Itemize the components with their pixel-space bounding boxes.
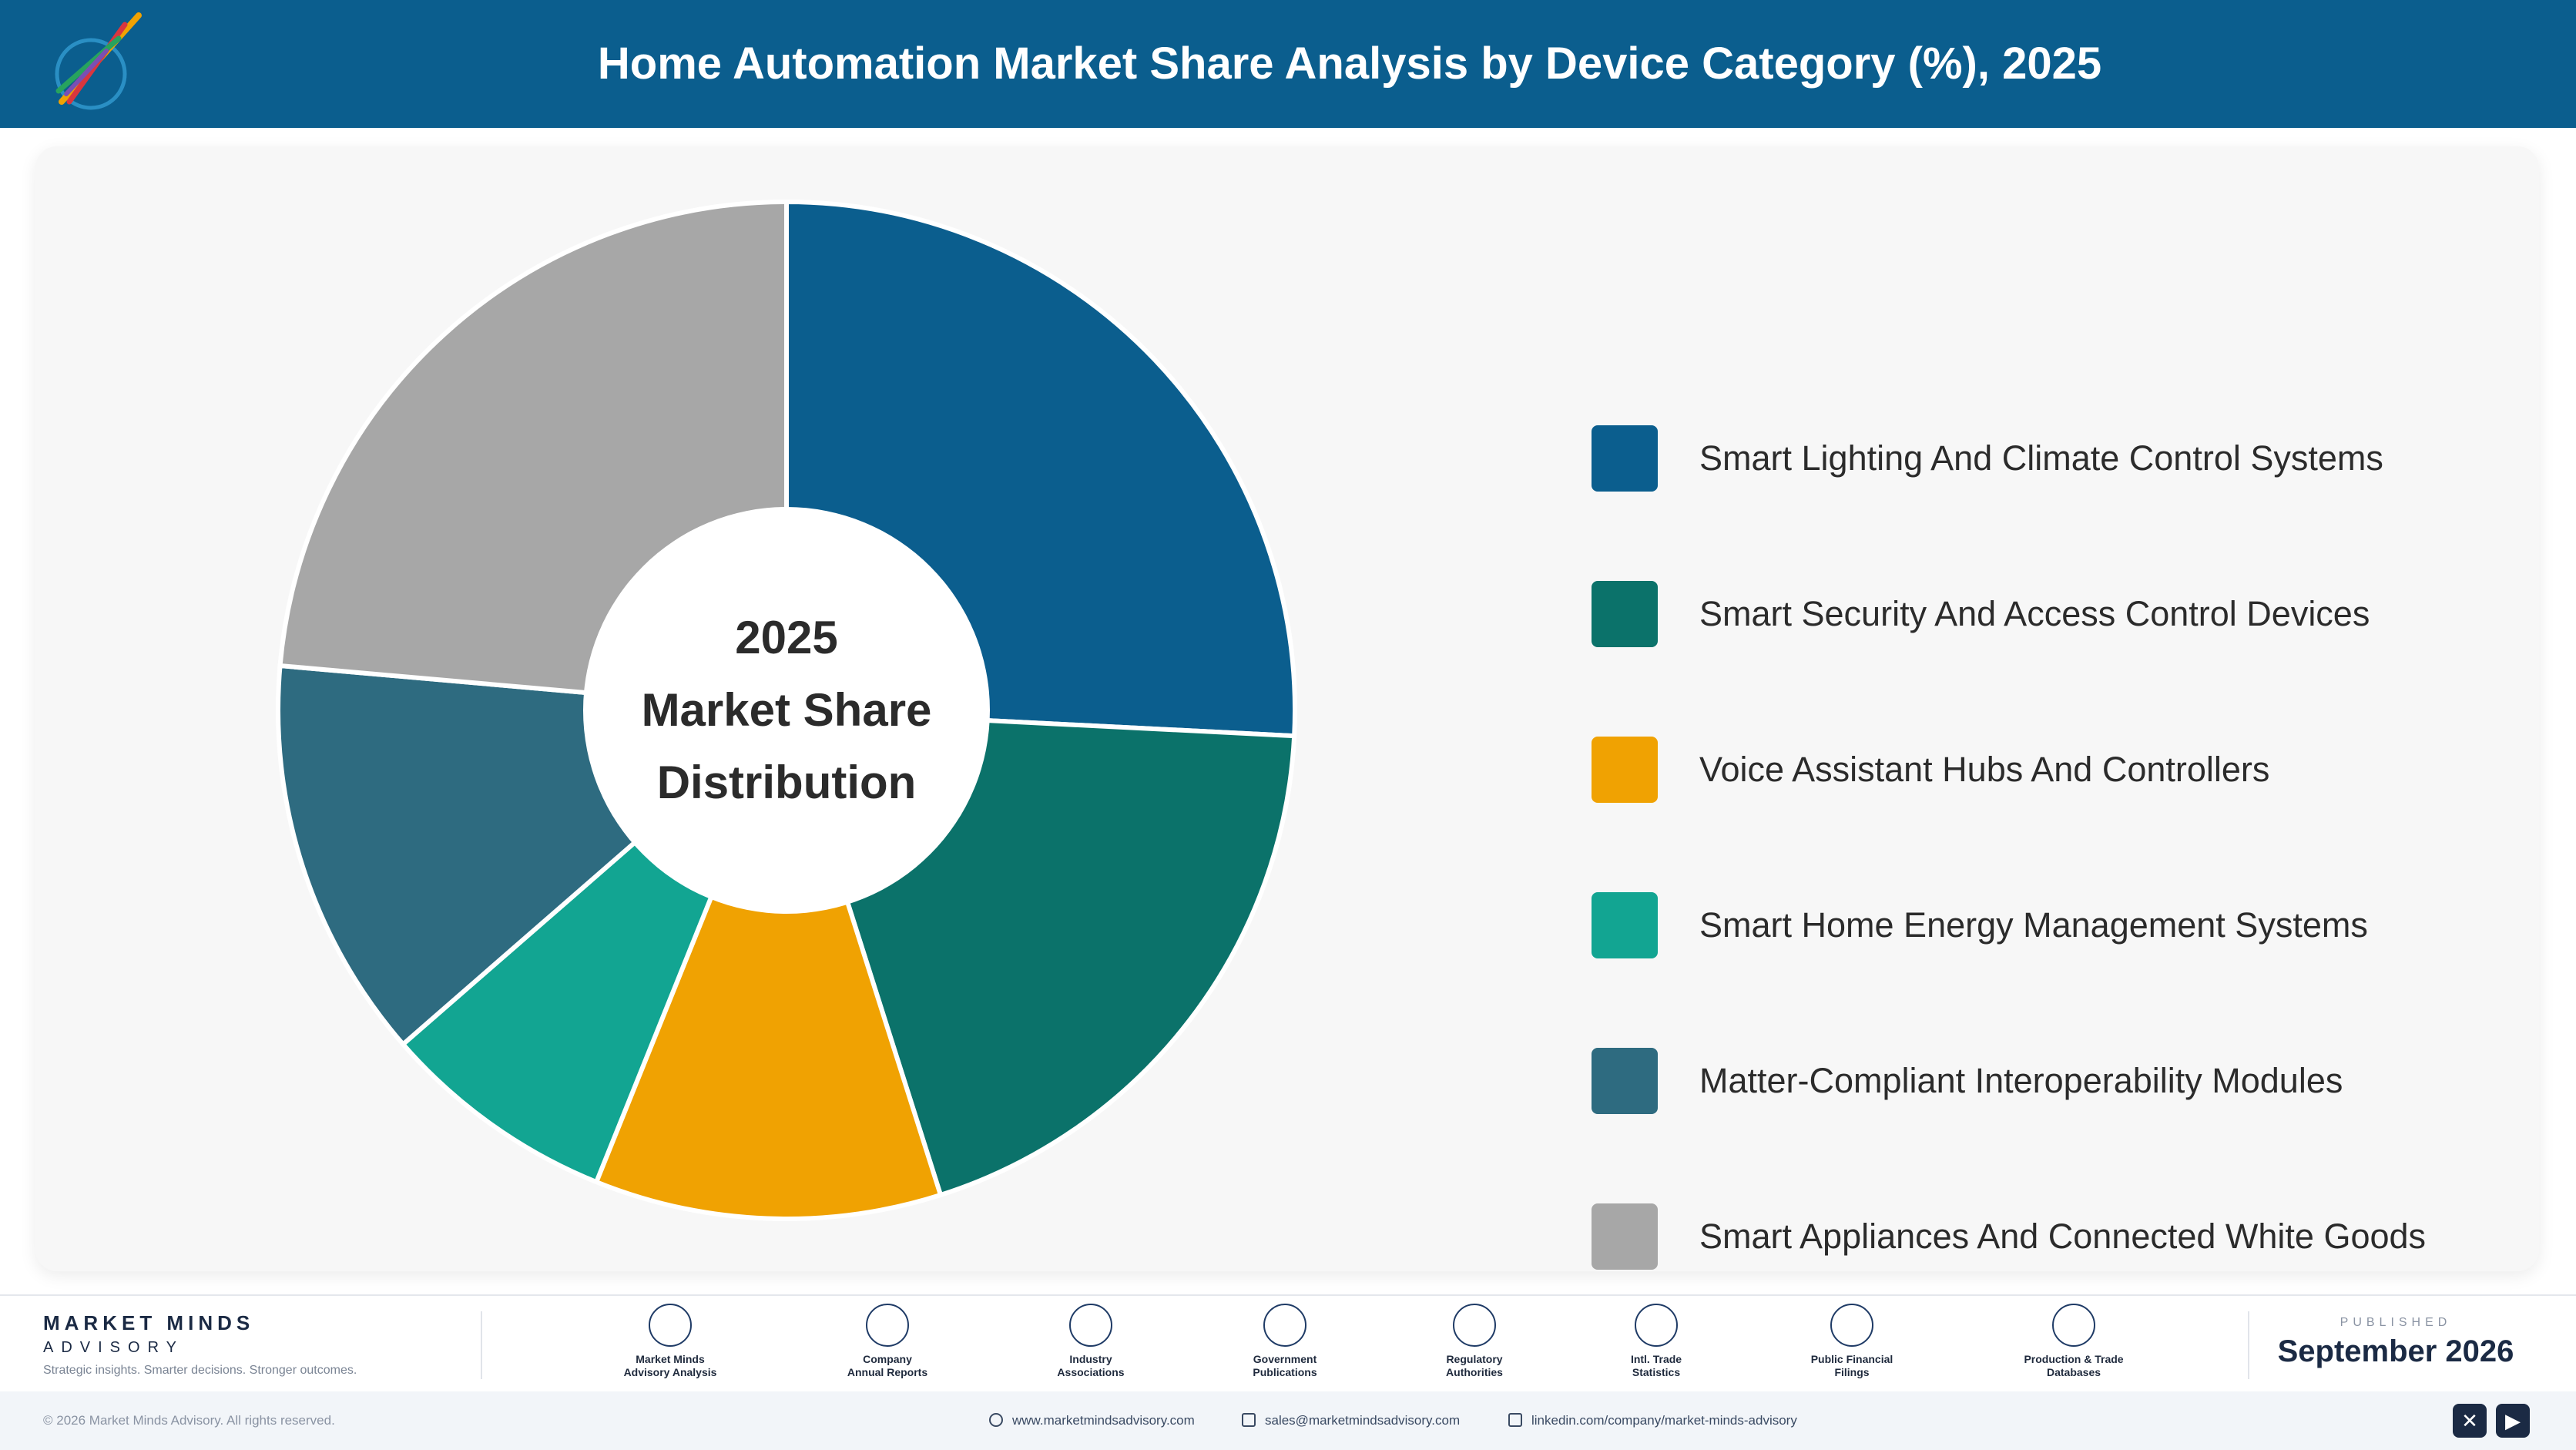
legend-label: Voice Assistant Hubs And Controllers (1699, 750, 2270, 789)
source-label: Filings (1834, 1366, 1870, 1378)
source-label: Advisory Analysis (623, 1366, 717, 1378)
linkedin-icon (1508, 1413, 1522, 1427)
source-item: Public Financial Filings (1767, 1304, 1937, 1379)
legend-label: Matter-Compliant Interoperability Module… (1699, 1061, 2343, 1100)
legend-item: Smart Lighting And Climate Control Syste… (1592, 425, 2554, 495)
government-icon (1263, 1304, 1306, 1347)
legend-item: Voice Assistant Hubs And Controllers (1592, 737, 2554, 806)
source-item: Market Minds Advisory Analysis (585, 1304, 755, 1379)
source-label: Company (863, 1353, 912, 1365)
x-social-icon[interactable]: ✕ (2453, 1404, 2487, 1438)
bottom-bar: © 2026 Market Minds Advisory. All rights… (0, 1391, 2576, 1450)
brand-tagline: Strategic insights. Smarter decisions. S… (43, 1364, 357, 1377)
source-label: Authorities (1446, 1366, 1503, 1378)
chart-line-icon (649, 1304, 692, 1347)
pie-chart: 2025 Market Share Distribution (276, 199, 1297, 1221)
source-item: Regulatory Authorities (1390, 1304, 1559, 1379)
footer: MARKET MINDS ADVISORY Strategic insights… (0, 1294, 2576, 1390)
divider (481, 1311, 482, 1379)
chart-card: 2025 Market Share Distribution Smart Lig… (35, 146, 2539, 1271)
website-link[interactable]: www.marketmindsadvisory.com (989, 1413, 1195, 1428)
legend-label: Smart Home Energy Management Systems (1699, 905, 2368, 945)
source-label: Intl. Trade (1630, 1353, 1682, 1365)
database-icon (2052, 1304, 2095, 1347)
source-label: Production & Trade (2024, 1353, 2124, 1365)
source-label: Annual Reports (847, 1366, 928, 1378)
legend-swatch (1592, 1048, 1658, 1114)
legend-label: Smart Appliances And Connected White Goo… (1699, 1217, 2427, 1256)
source-label: Public Financial (1810, 1353, 1893, 1365)
source-label: Associations (1057, 1366, 1125, 1378)
source-label: Publications (1253, 1366, 1317, 1378)
email-text: sales@marketmindsadvisory.com (1265, 1413, 1461, 1428)
legend-item: Smart Appliances And Connected White Goo… (1592, 1203, 2554, 1273)
globe-icon (1635, 1304, 1678, 1347)
source-label: Market Minds (636, 1353, 705, 1365)
legend-label: Smart Security And Access Control Device… (1699, 594, 2370, 633)
company-logo-icon (55, 12, 142, 110)
legend-swatch (1592, 737, 1658, 803)
source-label: Statistics (1632, 1366, 1681, 1378)
center-label-line2: Market Share (642, 684, 932, 736)
donut-center (583, 507, 990, 914)
legend-item: Matter-Compliant Interoperability Module… (1592, 1048, 2554, 1117)
source-label: Regulatory (1446, 1353, 1503, 1365)
youtube-social-icon[interactable]: ▶ (2496, 1404, 2530, 1438)
page-title: Home Automation Market Share Analysis by… (597, 39, 2102, 89)
pie-slice-3 (593, 703, 944, 1221)
source-label: Databases (2046, 1366, 2101, 1378)
source-item: Intl. Trade Statistics (1571, 1304, 1741, 1379)
center-label-line3: Distribution (657, 757, 917, 808)
legend-item: Smart Security And Access Control Device… (1592, 581, 2554, 650)
divider (2248, 1311, 2249, 1379)
brand-name: MARKET MINDS (43, 1311, 255, 1334)
globe-icon (989, 1413, 1003, 1427)
source-item: Government Publications (1200, 1304, 1370, 1379)
source-item: Industry Associations (1006, 1304, 1176, 1379)
brand-subtitle: ADVISORY (43, 1339, 184, 1356)
email-link[interactable]: sales@marketmindsadvisory.com (1242, 1413, 1460, 1428)
source-label: Government (1253, 1353, 1317, 1365)
mail-icon (1242, 1413, 1256, 1427)
published-date: September 2026 (2277, 1334, 2514, 1368)
legend-label: Smart Lighting And Climate Control Syste… (1699, 438, 2383, 478)
source-label: Industry (1069, 1353, 1112, 1365)
network-icon (1069, 1304, 1112, 1347)
document-icon (866, 1304, 909, 1347)
legend-swatch (1592, 425, 1658, 492)
dollar-icon (1830, 1304, 1873, 1347)
shield-check-icon (1453, 1304, 1496, 1347)
website-text: www.marketmindsadvisory.com (1012, 1413, 1195, 1428)
source-item: Company Annual Reports (803, 1304, 972, 1379)
linkedin-text: linkedin.com/company/market-minds-adviso… (1531, 1413, 1797, 1428)
center-label-year: 2025 (735, 612, 837, 663)
published-label: PUBLISHED (2340, 1316, 2452, 1329)
legend-swatch (1592, 892, 1658, 958)
legend-swatch (1592, 1203, 1658, 1270)
linkedin-link[interactable]: linkedin.com/company/market-minds-adviso… (1508, 1413, 1797, 1428)
legend-swatch (1592, 581, 1658, 647)
legend-item: Smart Home Energy Management Systems (1592, 892, 2554, 962)
source-item: Production & Trade Databases (1989, 1304, 2158, 1379)
header-bar: Home Automation Market Share Analysis by… (0, 0, 2576, 128)
copyright-text: © 2026 Market Minds Advisory. All rights… (43, 1413, 335, 1428)
